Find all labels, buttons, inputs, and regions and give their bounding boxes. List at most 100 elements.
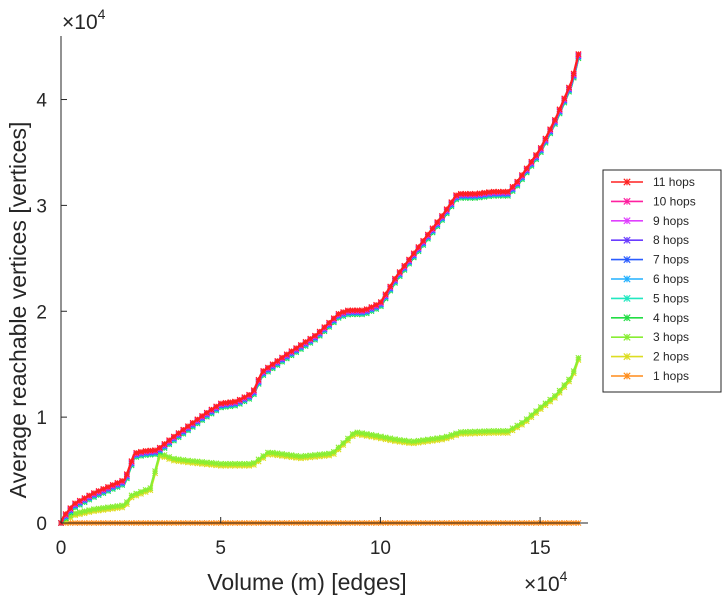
- y-axis-label: Average reachable vertices [vertices]: [5, 122, 31, 499]
- legend: 11 hops 10 hops 9 hops 8 hops 7 hops 6 hops 5 …: [602, 169, 722, 393]
- data-point: [401, 262, 408, 269]
- data-point: [72, 500, 79, 507]
- data-point: [523, 416, 530, 423]
- data-point: [518, 419, 525, 426]
- data-point: [152, 468, 159, 475]
- data-point: [208, 459, 215, 466]
- data-point: [443, 206, 450, 213]
- data-point: [406, 256, 413, 263]
- data-point: [326, 319, 333, 326]
- data-point: [100, 504, 107, 511]
- data-point: [142, 447, 149, 454]
- data-point: [566, 376, 572, 383]
- data-point: [344, 307, 351, 314]
- data-point: [490, 427, 497, 434]
- legend-item: 6 hops: [611, 272, 689, 286]
- data-point: [330, 315, 337, 322]
- data-point: [279, 450, 286, 457]
- data-point: [518, 172, 525, 179]
- legend-label: 6 hops: [653, 272, 689, 286]
- data-point: [321, 450, 328, 457]
- data-point: [119, 477, 126, 484]
- data-point: [481, 428, 488, 435]
- data-point: [166, 437, 173, 444]
- data-point: [453, 430, 460, 437]
- data-point: [537, 404, 544, 411]
- data-point: [439, 434, 445, 441]
- data-point: [533, 151, 540, 158]
- data-point: [570, 70, 577, 77]
- data-point: [396, 268, 403, 275]
- legend-item: 3 hops: [611, 330, 689, 344]
- legend-label: 5 hops: [653, 291, 689, 305]
- legend-marker: [623, 217, 631, 225]
- y-tick-label: 1: [36, 408, 47, 429]
- data-point: [354, 429, 361, 436]
- data-point: [189, 419, 196, 426]
- data-point: [175, 430, 182, 436]
- data-point: [241, 394, 248, 401]
- data-point: [123, 471, 130, 478]
- y-tick-label: 3: [36, 196, 47, 217]
- legend-marker: [623, 294, 631, 303]
- data-point: [114, 502, 121, 509]
- data-point: [457, 190, 464, 197]
- data-point: [255, 456, 262, 463]
- y-tick-label: 2: [36, 302, 47, 323]
- data-point: [500, 427, 507, 434]
- data-point: [279, 354, 286, 361]
- data-point: [514, 178, 521, 185]
- data-point: [67, 505, 74, 512]
- y-ticks: 0 1 2 3 4: [36, 91, 67, 535]
- data-point: [95, 505, 102, 512]
- data-point: [170, 455, 177, 462]
- data-point: [340, 308, 347, 315]
- data-point: [429, 225, 436, 232]
- legend-item: 4 hops: [611, 311, 689, 325]
- data-point: [232, 398, 239, 405]
- data-point: [547, 396, 554, 403]
- data-point: [476, 190, 483, 197]
- data-point: [264, 449, 271, 456]
- data-point: [250, 459, 257, 466]
- data-point: [434, 219, 441, 226]
- data-point: [175, 456, 182, 463]
- data-point: [556, 106, 563, 113]
- x-tick-label: 15: [530, 538, 551, 559]
- data-point: [297, 453, 304, 460]
- data-point: [377, 433, 384, 440]
- data-point: [382, 291, 389, 298]
- data-point: [401, 437, 408, 444]
- data-point: [189, 457, 196, 464]
- data-point: [241, 460, 248, 467]
- data-point: [359, 307, 366, 314]
- data-point: [312, 332, 318, 339]
- data-point: [180, 456, 187, 463]
- data-point: [330, 448, 337, 455]
- legend-label: 7 hops: [653, 253, 689, 267]
- data-point: [109, 481, 116, 488]
- data-point: [415, 437, 422, 444]
- data-point: [335, 310, 342, 317]
- data-point: [373, 432, 380, 439]
- data-point: [236, 460, 243, 467]
- data-point: [137, 488, 144, 495]
- data-point: [246, 391, 253, 398]
- data-point: [363, 430, 370, 437]
- data-point: [359, 430, 366, 437]
- series-11-hops: [58, 51, 582, 526]
- x-ticks: 0 5 10 15: [56, 517, 551, 559]
- data-point: [274, 450, 281, 457]
- data-point: [133, 490, 140, 497]
- data-point: [288, 452, 295, 459]
- y-tick-label: 4: [36, 91, 47, 112]
- data-point: [471, 428, 478, 435]
- data-point: [448, 199, 455, 206]
- data-point: [373, 301, 380, 308]
- data-point: [420, 237, 427, 244]
- legend-label: 8 hops: [653, 233, 689, 247]
- data-point: [62, 510, 69, 517]
- data-point: [260, 452, 267, 459]
- y-exponent-base: ×10: [62, 11, 98, 34]
- legend-marker: [623, 352, 631, 361]
